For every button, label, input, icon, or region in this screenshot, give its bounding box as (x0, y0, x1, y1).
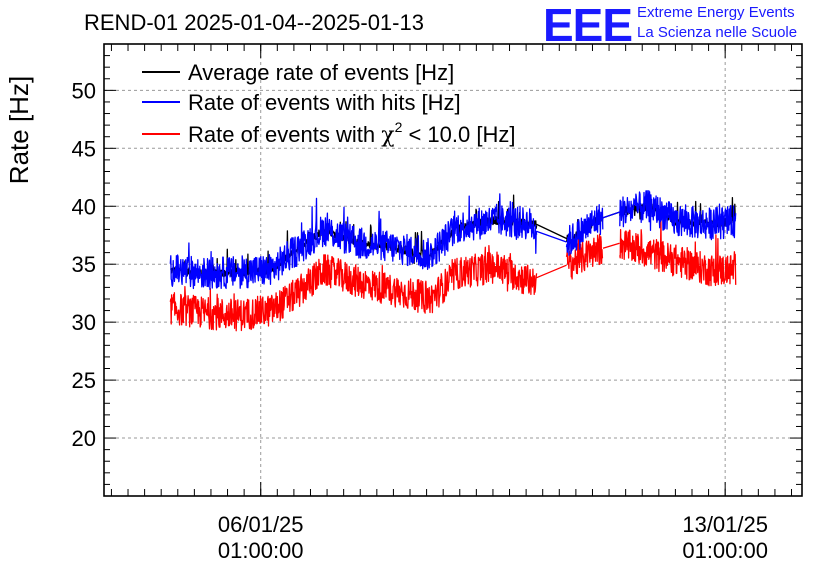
plot-frame (103, 43, 803, 497)
eee-logo: EEE (543, 0, 633, 51)
series-line-2 (169, 218, 737, 332)
y-tick-label: 40 (72, 194, 96, 219)
legend: Average rate of events [Hz] Rate of event… (142, 60, 515, 148)
x-tick-time: 01:00:00 (218, 538, 304, 563)
y-tick-label: 30 (72, 310, 96, 335)
legend-entry-2: Rate of events with χ2 < 10.0 [Hz] (188, 119, 515, 148)
y-axis-label: Rate [Hz] (4, 76, 34, 184)
x-tick-time: 01:00:00 (682, 538, 768, 563)
y-tick-label: 45 (72, 136, 96, 161)
legend-entry-0: Average rate of events [Hz] (188, 60, 454, 85)
series-line-1 (169, 190, 737, 291)
x-tick-date: 13/01/25 (682, 512, 768, 537)
axis-ticks (104, 43, 802, 497)
axis-labels: 2025303540455006/01/2501:00:0013/01/2501… (4, 76, 768, 563)
y-tick-label: 25 (72, 368, 96, 393)
logo-line-1: Extreme Energy Events (637, 4, 795, 21)
y-tick-label: 20 (72, 426, 96, 451)
logo-line-2: La Scienza nelle Scuole (637, 24, 798, 41)
x-tick-date: 06/01/25 (218, 512, 304, 537)
y-tick-label: 50 (72, 78, 96, 103)
series-lines (169, 190, 737, 332)
chart-title: REND-01 2025-01-04--2025-01-13 (84, 10, 424, 35)
y-tick-label: 35 (72, 252, 96, 277)
legend-entry-1: Rate of events with hits [Hz] (188, 90, 461, 115)
